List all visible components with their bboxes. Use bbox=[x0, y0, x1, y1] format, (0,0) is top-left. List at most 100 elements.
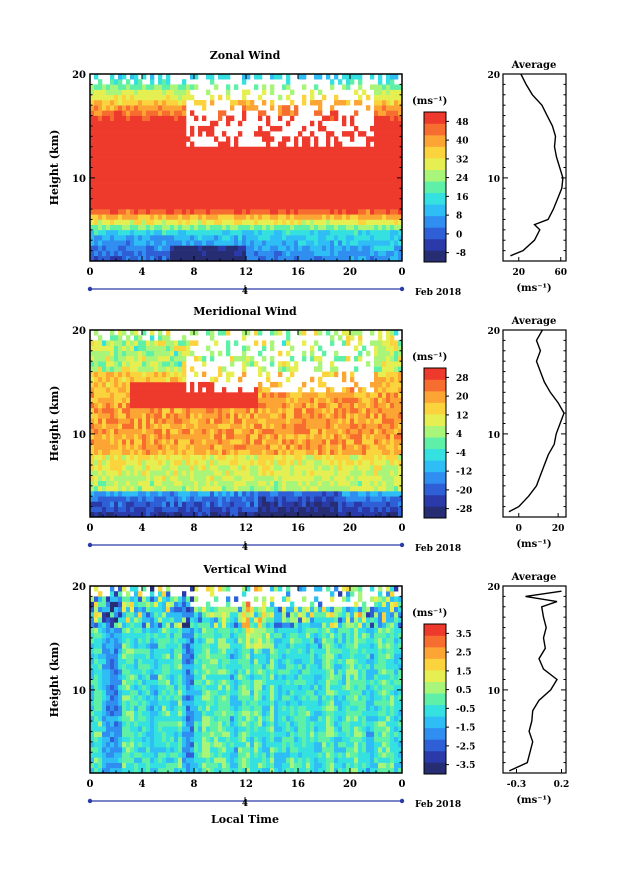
heatmap-cell bbox=[122, 235, 127, 241]
heatmap-cell bbox=[286, 120, 291, 127]
heatmap-cell bbox=[302, 183, 307, 189]
heatmap-cell bbox=[90, 402, 95, 409]
heatmap-cell bbox=[310, 407, 315, 414]
heatmap-cell bbox=[226, 407, 231, 414]
heatmap-cell bbox=[258, 371, 263, 378]
heatmap-cell bbox=[166, 475, 171, 481]
heatmap-cell bbox=[178, 125, 183, 132]
heatmap-cell bbox=[98, 188, 103, 194]
heatmap-cell bbox=[182, 79, 187, 85]
heatmap-cell bbox=[206, 381, 211, 388]
heatmap-cell bbox=[106, 250, 111, 257]
heatmap-cell bbox=[382, 183, 387, 189]
heatmap-cell bbox=[190, 172, 195, 179]
heatmap-cell bbox=[378, 105, 383, 111]
heatmap-cell bbox=[366, 146, 371, 153]
heatmap-cell bbox=[378, 355, 383, 362]
heatmap-cell bbox=[98, 366, 103, 372]
heatmap-cell bbox=[334, 413, 339, 419]
heatmap-cell bbox=[306, 501, 311, 507]
heatmap-cell bbox=[322, 428, 327, 435]
heatmap-cell bbox=[250, 444, 255, 450]
heatmap-cell bbox=[242, 110, 247, 116]
heatmap-cell bbox=[382, 465, 387, 471]
heatmap-cell bbox=[130, 496, 135, 502]
heatmap-cell bbox=[210, 485, 215, 492]
heatmap-cell bbox=[378, 444, 383, 450]
heatmap-cell bbox=[270, 418, 275, 424]
heatmap-cell bbox=[150, 335, 155, 341]
heatmap-cell bbox=[246, 361, 251, 367]
heatmap-cell bbox=[246, 235, 251, 241]
heatmap-cell bbox=[398, 125, 403, 132]
heatmap-cell bbox=[146, 177, 151, 184]
heatmap-cell bbox=[158, 439, 163, 445]
heatmap-cell bbox=[90, 198, 95, 205]
heatmap-cell bbox=[258, 240, 263, 246]
heatmap-cell bbox=[218, 454, 223, 461]
heatmap-cell bbox=[170, 506, 175, 513]
heatmap-cell bbox=[134, 361, 139, 367]
heatmap-cell bbox=[126, 381, 131, 388]
heatmap-cell bbox=[238, 433, 243, 440]
heatmap-cell bbox=[110, 511, 115, 518]
heatmap-cell bbox=[286, 110, 291, 116]
heatmap-cell bbox=[154, 392, 159, 398]
heatmap-cell bbox=[342, 214, 347, 220]
heatmap-cell bbox=[370, 470, 375, 476]
heatmap-cell bbox=[346, 214, 351, 220]
heatmap-cell bbox=[182, 219, 187, 225]
heatmap-cell bbox=[90, 162, 95, 168]
heatmap-cell bbox=[130, 146, 135, 153]
heatmap-cell bbox=[98, 250, 103, 257]
colorbar-swatch bbox=[424, 215, 446, 228]
heatmap-cell bbox=[94, 167, 99, 173]
heatmap-cell bbox=[246, 496, 251, 502]
heatmap-cell bbox=[118, 198, 123, 205]
heatmap-cell bbox=[106, 366, 111, 372]
heatmap-cell bbox=[110, 454, 115, 461]
heatmap-cell bbox=[282, 255, 287, 262]
heatmap-cell bbox=[182, 209, 187, 215]
heatmap-cell bbox=[398, 214, 403, 220]
heatmap-cell bbox=[318, 345, 323, 352]
heatmap-cell bbox=[246, 330, 251, 336]
heatmap-cell bbox=[138, 366, 143, 372]
heatmap-cell bbox=[206, 255, 211, 262]
heatmap-cell bbox=[330, 79, 335, 85]
heatmap-cell bbox=[246, 177, 251, 184]
heatmap-cell bbox=[126, 193, 131, 199]
heatmap-cell bbox=[382, 475, 387, 481]
heatmap-cell bbox=[334, 240, 339, 246]
heatmap-cell bbox=[190, 444, 195, 450]
heatmap-cell bbox=[198, 465, 203, 471]
heatmap-cell bbox=[350, 402, 355, 409]
heatmap-cell bbox=[218, 203, 223, 210]
heatmap-cell bbox=[238, 413, 243, 419]
heatmap-cell bbox=[174, 387, 179, 393]
heatmap-cell bbox=[242, 209, 247, 215]
heatmap-cell bbox=[262, 151, 267, 158]
heatmap-cell bbox=[134, 485, 139, 492]
heatmap-cell bbox=[398, 188, 403, 194]
heatmap-cell bbox=[242, 162, 247, 168]
heatmap-cell bbox=[314, 470, 319, 476]
heatmap-cell bbox=[98, 110, 103, 116]
heatmap-cell bbox=[342, 439, 347, 445]
heatmap-cell bbox=[374, 361, 379, 367]
heatmap-cell bbox=[258, 439, 263, 445]
heatmap-cell bbox=[214, 402, 219, 409]
heatmap-cell bbox=[262, 89, 267, 96]
heatmap-cell bbox=[122, 340, 127, 346]
heatmap-cell bbox=[262, 193, 267, 199]
heatmap-cell bbox=[250, 146, 255, 153]
heatmap-cell bbox=[390, 177, 395, 184]
heatmap-cell bbox=[358, 433, 363, 440]
heatmap-cell bbox=[266, 511, 271, 518]
heatmap-cell bbox=[130, 74, 135, 80]
heatmap-cell bbox=[238, 131, 243, 137]
heatmap-cell bbox=[234, 428, 239, 435]
heatmap-cell bbox=[358, 475, 363, 481]
heatmap-cell bbox=[98, 501, 103, 507]
heatmap-cell bbox=[358, 229, 363, 236]
